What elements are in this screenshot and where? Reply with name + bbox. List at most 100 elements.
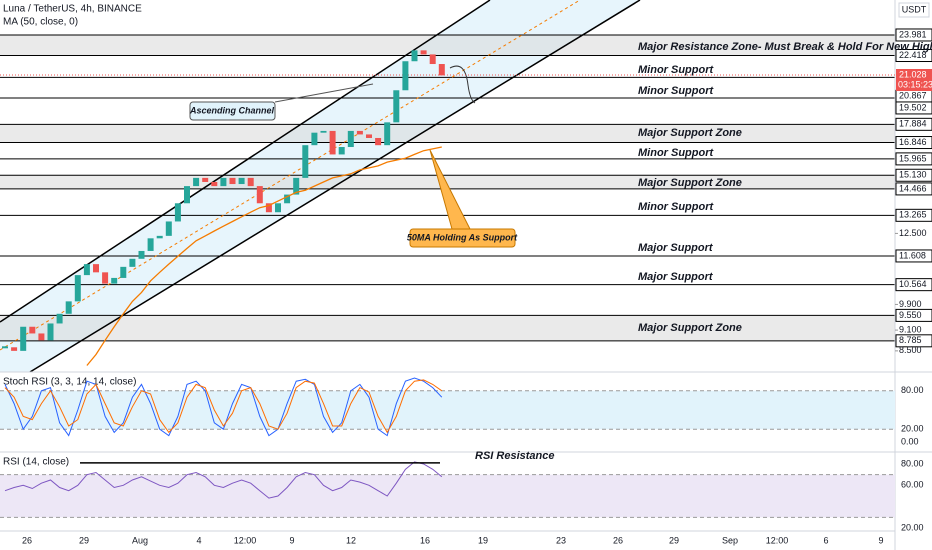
candle-body [375, 137, 382, 146]
level-label-box [895, 28, 932, 42]
annotation: Major Support [638, 271, 714, 283]
y-tick-label: 12.500 [899, 228, 927, 238]
level-label-box [895, 308, 932, 322]
channel-lower [29, 0, 641, 373]
callout-text: Ascending Channel [189, 105, 275, 115]
level-label-box [895, 168, 932, 182]
candle-body [211, 181, 218, 187]
annotation: Minor Support [638, 147, 714, 159]
current-price-box [896, 69, 932, 92]
rsi-tick-label: 20.00 [901, 522, 924, 532]
level-label: 9.550 [899, 310, 922, 320]
candle-body [47, 323, 54, 341]
candle-body [174, 203, 181, 222]
candle-body [247, 177, 254, 187]
level-label-box [895, 208, 932, 222]
level-label-box [895, 278, 932, 292]
annotation: Minor Support [638, 85, 714, 97]
annotation: Major Resistance Zone- Must Break & Hold… [638, 41, 932, 53]
level-label-box [895, 152, 932, 166]
level-label-box [895, 136, 932, 150]
callout-text: 50MA Holding As Support [407, 232, 518, 242]
rsi-line [4, 461, 443, 499]
stoch-line [4, 377, 443, 437]
candle-body [38, 333, 45, 341]
candle-body [111, 277, 118, 284]
level-label: 10.564 [899, 279, 927, 289]
callout-box [409, 228, 516, 248]
stoch-band [0, 390, 895, 430]
stoch-title: Stoch RSI (3, 3, 14, 14, close) [3, 377, 136, 388]
candle-body [420, 50, 427, 55]
rsi-title: RSI (14, close) [3, 457, 69, 468]
candle-body [402, 61, 409, 91]
level-label-box [895, 249, 932, 263]
annotation: Major Support Zone [638, 177, 742, 189]
y-tick-label: 8.500 [899, 345, 922, 355]
candle-body [165, 221, 172, 236]
level-label: 8.785 [899, 335, 922, 345]
candle-body [2, 346, 8, 349]
candle-body [193, 177, 200, 187]
stoch-tick-label: 0.00 [901, 436, 919, 446]
current-price: 21.028 [899, 69, 927, 79]
level-label: 15.130 [899, 170, 927, 180]
projection-arrow [449, 65, 476, 104]
x-tick-label: 26 [22, 535, 32, 545]
candle-body [20, 326, 27, 351]
x-tick-label: 12:00 [766, 535, 789, 545]
level-label: 11.608 [899, 250, 926, 260]
candle-body [138, 250, 145, 259]
level-label: 16.846 [899, 137, 927, 147]
candle-body [384, 122, 391, 146]
zone [0, 34, 895, 56]
level-label-box [895, 101, 932, 115]
annotation: Major Support [638, 242, 714, 254]
x-tick-label: 16 [420, 535, 430, 545]
ma-line [86, 146, 442, 366]
level-label-box [895, 49, 932, 63]
candle-body [356, 130, 363, 135]
x-tick-label: 12:00 [234, 535, 257, 545]
candle-body [220, 177, 227, 187]
stoch-tick-label: 20.00 [901, 424, 924, 434]
candle-body [102, 272, 109, 284]
candle-body [275, 203, 281, 213]
candle-body [347, 130, 354, 148]
level-label: 19.502 [899, 102, 927, 112]
annotation: Minor Support [638, 201, 714, 213]
candle-body [393, 90, 400, 123]
rsi-band [0, 474, 895, 518]
candle-body [256, 186, 263, 204]
level-label: 23.981 [899, 29, 927, 39]
x-tick-label: 26 [613, 535, 623, 545]
countdown: 03:15:23 [898, 79, 932, 89]
candle-body [83, 264, 90, 276]
annotation: Major Support Zone [638, 322, 742, 334]
candle-body [184, 186, 190, 204]
currency-box[interactable] [898, 2, 930, 18]
candle-body [129, 258, 136, 267]
rsi-tick-label: 60.00 [901, 480, 924, 490]
candle-body [438, 64, 445, 76]
level-label: 20.867 [899, 91, 927, 101]
candle-body [11, 347, 18, 351]
y-tick-label: 9.900 [899, 299, 922, 309]
x-tick-label: 4 [196, 535, 201, 545]
level-label-box [895, 334, 932, 348]
x-tick-label: 9 [289, 535, 294, 545]
candle-body [293, 177, 300, 195]
candle-body [29, 326, 36, 334]
candle-body [366, 134, 372, 138]
candle-body [202, 177, 209, 182]
zone [0, 124, 895, 143]
candle-body [93, 264, 99, 273]
candle-body [156, 235, 163, 239]
level-label-box [895, 182, 932, 196]
candle-body [229, 177, 236, 185]
x-tick-label: 6 [823, 535, 828, 545]
rsi-tick-label: 80.00 [901, 458, 924, 468]
x-tick-label: 19 [478, 535, 488, 545]
candle-body [311, 132, 318, 146]
x-tick-label: Sep [722, 535, 738, 545]
